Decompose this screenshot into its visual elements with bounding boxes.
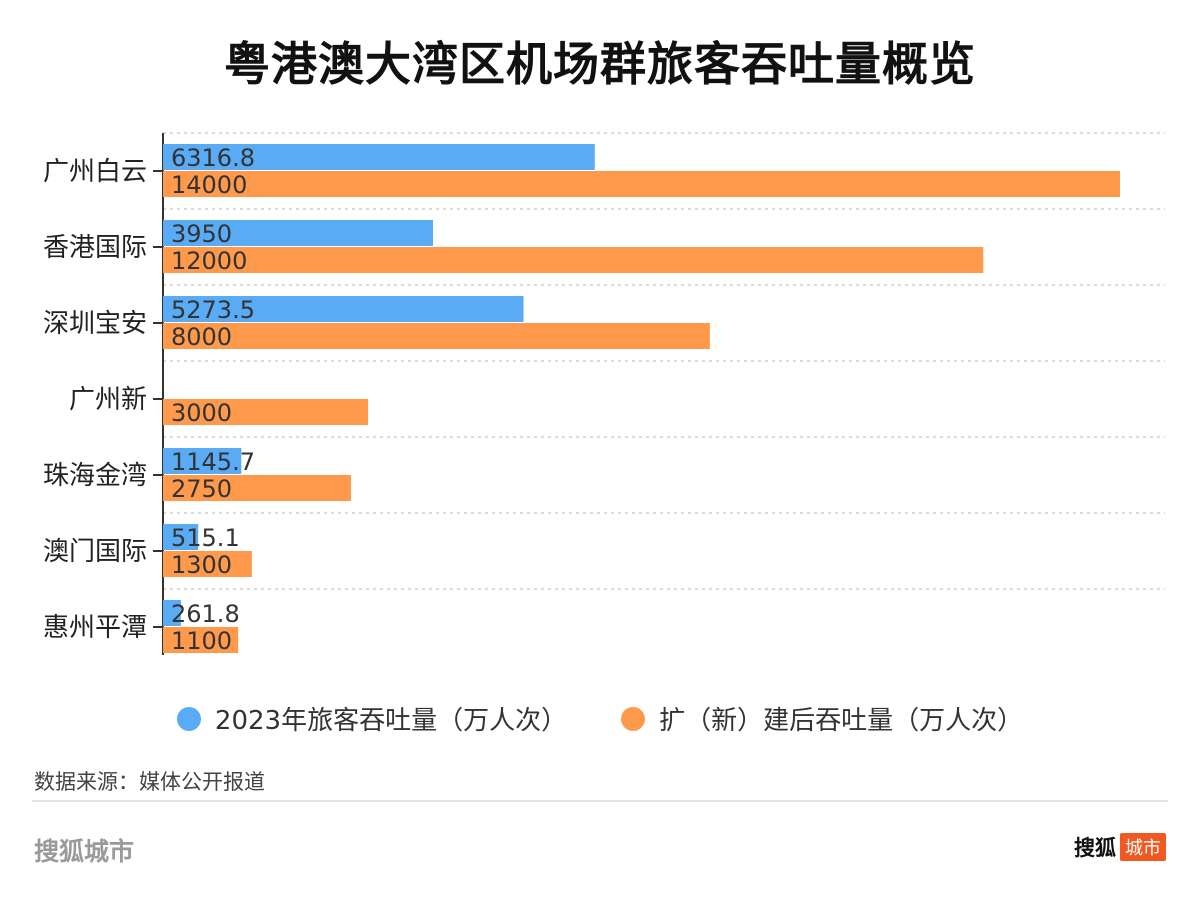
- bar-blue: [163, 600, 181, 626]
- category-label: 澳门国际: [43, 537, 147, 567]
- bar-orange: [163, 247, 984, 273]
- category-label: 惠州平潭: [43, 613, 147, 643]
- data-label: 515.1: [171, 524, 240, 552]
- legend-item-2023[interactable]: 2023年旅客吞吐量（万人次）: [176, 700, 568, 737]
- legend: 2023年旅客吞吐量（万人次） 扩（新）建后吞吐量（万人次）: [0, 700, 1200, 737]
- data-label: 1145.7: [171, 448, 255, 476]
- data-label: 3000: [171, 399, 232, 427]
- data-label: 261.8: [171, 600, 240, 628]
- bar-orange: [163, 323, 710, 349]
- legend-swatch-blue: [176, 706, 201, 731]
- bar-orange: [163, 171, 1120, 197]
- bar-orange: [163, 551, 252, 577]
- data-label: 12000: [171, 247, 247, 275]
- data-label: 8000: [171, 323, 232, 351]
- bar-orange: [163, 399, 369, 425]
- legend-item-expanded[interactable]: 扩（新）建后吞吐量（万人次）: [621, 700, 1023, 737]
- category-label: 深圳宝安: [43, 309, 147, 339]
- data-label: 2750: [171, 475, 232, 503]
- data-label: 1300: [171, 551, 232, 579]
- category-label: 珠海金湾: [43, 461, 147, 491]
- brand-right: 搜狐 城市: [1074, 832, 1166, 862]
- data-label: 5273.5: [171, 296, 255, 324]
- data-label: 3950: [171, 220, 232, 248]
- brand-right-text: 搜狐: [1074, 836, 1116, 860]
- category-label: 香港国际: [43, 233, 147, 263]
- bar-blue: [163, 220, 434, 246]
- chart-title: 粤港澳大湾区机场群旅客吞吐量概览: [224, 37, 976, 91]
- brand-left: 搜狐城市: [34, 837, 135, 866]
- bar-blue: [163, 524, 199, 550]
- bar-blue: [163, 144, 595, 170]
- brand-right-badge: 城市: [1120, 833, 1166, 861]
- legend-label-2023: 2023年旅客吞吐量（万人次）: [214, 706, 568, 736]
- legend-label-expanded: 扩（新）建后吞吐量（万人次）: [659, 706, 1024, 736]
- bar-orange: [163, 475, 351, 501]
- bar-blue: [163, 448, 242, 474]
- data-label: 1100: [171, 627, 232, 655]
- data-source: 数据来源：媒体公开报道: [34, 770, 265, 794]
- category-label: 广州白云: [43, 157, 147, 187]
- data-label: 6316.8: [171, 144, 255, 172]
- category-label: 广州新: [69, 385, 147, 415]
- bar-orange: [163, 627, 239, 653]
- data-label: 14000: [171, 171, 247, 199]
- legend-swatch-orange: [621, 706, 646, 731]
- footer-divider: [32, 800, 1168, 802]
- bar-blue: [163, 296, 524, 322]
